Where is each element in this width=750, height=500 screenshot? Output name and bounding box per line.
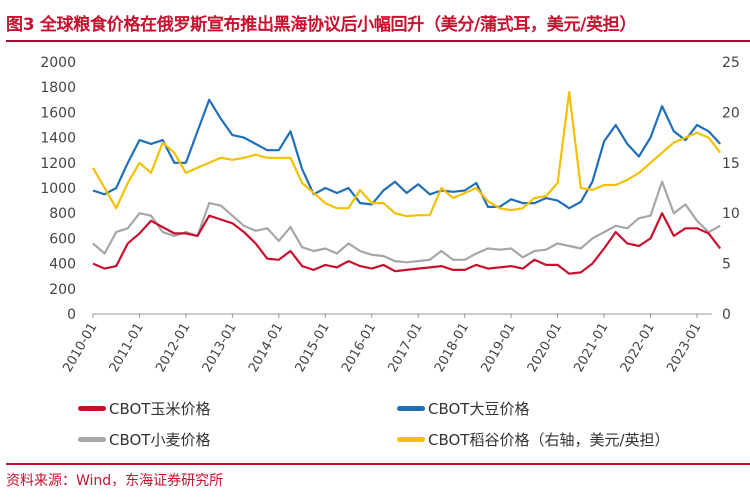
legend-label: CBOT大豆价格	[428, 400, 530, 418]
legend-swatch	[78, 406, 106, 411]
y-left-tick-label: 400	[49, 257, 76, 273]
x-tick-label: 2023-01	[664, 321, 704, 376]
y-right-tick-label: 20	[722, 105, 740, 121]
source-note: 资料来源：Wind，东海证券研究所	[6, 473, 224, 489]
series-line-3	[92, 91, 722, 218]
x-tick-label: 2015-01	[293, 321, 333, 376]
series-line-1	[92, 98, 722, 210]
line-chart: 0 200 400 600 800 1000 1200 1400 1600 1800 2000 0 5 1…	[40, 55, 740, 376]
legend-label: CBOT稻谷价格（右轴，美元/英担）	[428, 431, 670, 449]
series-line-0	[92, 212, 722, 275]
y-left-tick-label: 1200	[40, 156, 76, 172]
x-tick-label: 2012-01	[153, 321, 193, 376]
legend-swatch	[78, 437, 106, 442]
figure-title: 图3 全球粮食价格在俄罗斯宣布推出黑海协议后小幅回升（美分/蒲式耳，美元/英担）	[6, 15, 637, 35]
y-right-tick-label: 15	[722, 156, 740, 172]
legend-swatch	[397, 437, 425, 442]
y-right-tick-label: 25	[722, 55, 740, 71]
title-divider	[6, 40, 750, 42]
legend-wheat: CBOT小麦价格	[78, 429, 210, 450]
legend-soybean: CBOT大豆价格	[397, 398, 529, 419]
y-left-tick-label: 200	[49, 282, 76, 298]
legend-rice: CBOT稻谷价格（右轴，美元/英担）	[397, 429, 670, 450]
y-left-tick-label: 600	[49, 231, 76, 247]
y-right-tick-label: 10	[722, 206, 740, 222]
source-divider	[6, 463, 750, 465]
y-left-tick-label: 2000	[40, 55, 76, 71]
x-tick-label: 2022-01	[618, 321, 658, 376]
legend-corn: CBOT玉米价格	[78, 398, 210, 419]
legend-swatch	[397, 406, 425, 411]
x-tick-label: 2011-01	[107, 321, 147, 376]
y-right-tick-label: 0	[722, 307, 731, 323]
x-tick-label: 2018-01	[432, 321, 472, 376]
x-tick-label: 2020-01	[525, 321, 565, 376]
x-tick-label: 2013-01	[200, 321, 240, 376]
x-tick-label: 2021-01	[571, 321, 611, 376]
y-left-tick-label: 1400	[40, 131, 76, 147]
y-left-tick-label: 1000	[40, 181, 76, 197]
x-tick-label: 2014-01	[246, 321, 286, 376]
y-right-tick-label: 5	[722, 257, 731, 273]
x-tick-label: 2010-01	[60, 321, 100, 376]
y-left-tick-label: 1600	[40, 105, 76, 121]
y-left-tick-label: 1800	[40, 80, 76, 96]
x-tick-label: 2017-01	[386, 321, 426, 376]
legend-label: CBOT玉米价格	[109, 400, 211, 418]
y-left-tick-label: 0	[67, 307, 76, 323]
x-tick-label: 2016-01	[339, 321, 379, 376]
y-left-tick-label: 800	[49, 206, 76, 222]
x-tick-label: 2019-01	[478, 321, 518, 376]
legend-label: CBOT小麦价格	[109, 431, 211, 449]
